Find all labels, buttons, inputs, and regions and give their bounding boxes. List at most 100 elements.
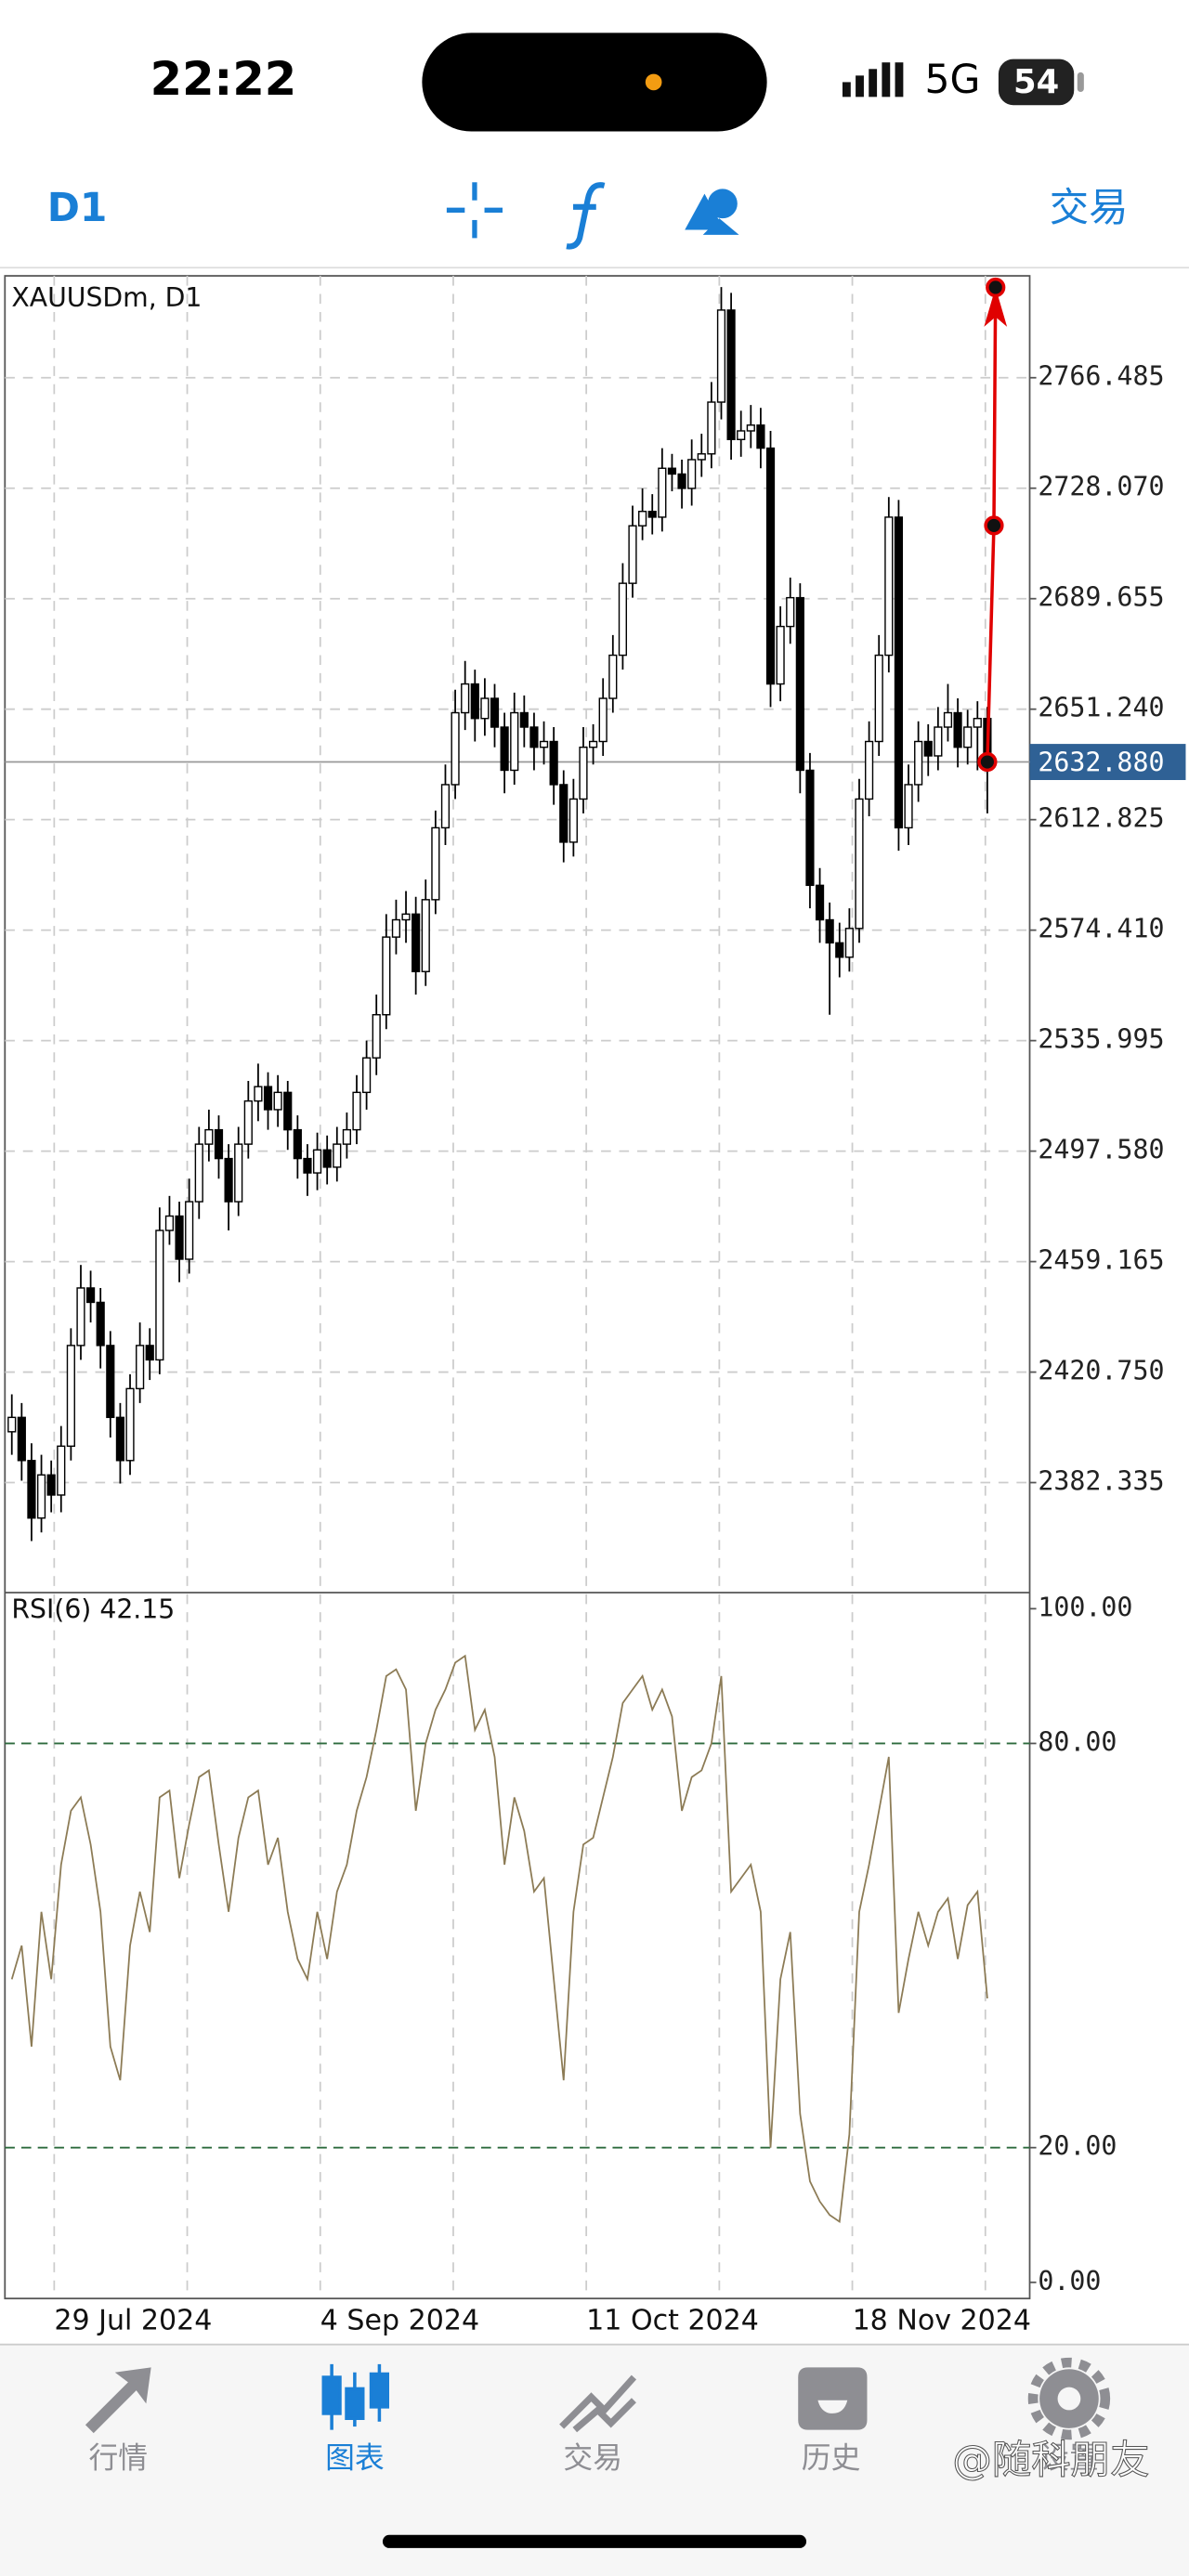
objects-button[interactable]: [685, 189, 739, 235]
candle-body: [46, 1474, 56, 1496]
candle-body: [519, 711, 529, 728]
y-tick-label: 2535.995: [1038, 1024, 1164, 1055]
dynamic-island: [422, 33, 767, 132]
candle-body: [412, 913, 421, 972]
candle-body: [539, 740, 549, 748]
y-tick-label: 2612.825: [1038, 803, 1164, 834]
candle-body: [776, 625, 785, 685]
candle-body: [934, 726, 943, 757]
tab-label[interactable]: 行情: [88, 2439, 148, 2475]
candle-body: [96, 1301, 105, 1347]
candle-body: [608, 654, 618, 699]
candle-body: [372, 1014, 381, 1059]
y-tick-label: 2420.750: [1038, 1356, 1164, 1386]
rsi-tick-label: 20.00: [1038, 2131, 1117, 2162]
y-tick-label: 2651.240: [1038, 693, 1164, 723]
signal-icon: [842, 62, 904, 98]
candle-body: [106, 1345, 115, 1419]
candle-body: [786, 596, 795, 628]
candle-body: [194, 1143, 203, 1203]
candle-body: [894, 516, 904, 829]
quotes-icon[interactable]: [85, 2367, 151, 2434]
candle-body: [451, 711, 460, 786]
arrow-point: [984, 515, 1004, 536]
clock: 22:22: [150, 52, 297, 106]
candle-body: [855, 798, 864, 930]
candle-body: [214, 1128, 224, 1160]
candle-body: [904, 784, 913, 829]
crosshair-button[interactable]: [446, 182, 503, 239]
candle-body: [914, 740, 923, 786]
candle-body: [333, 1143, 342, 1168]
network: 5G: [924, 58, 980, 103]
candle-body: [490, 697, 500, 728]
candle-body: [440, 784, 451, 829]
x-tick-label: 18 Nov 2024: [853, 2304, 1031, 2336]
candle-body: [204, 1128, 214, 1145]
candle-body: [697, 453, 706, 461]
candle-body: [115, 1416, 125, 1462]
candle-body: [746, 424, 755, 432]
candle-body: [85, 1287, 96, 1304]
candle-body: [815, 884, 825, 921]
candle-body: [844, 928, 854, 958]
arrow-head: [984, 287, 1008, 327]
settings-icon[interactable]: [1027, 2357, 1111, 2440]
trade-button[interactable]: 交易: [1050, 186, 1129, 231]
candle-body: [155, 1229, 164, 1361]
candle-body: [549, 740, 558, 786]
rsi-tick-label: 0.00: [1038, 2266, 1101, 2296]
tab-label[interactable]: 交易: [563, 2439, 622, 2475]
tab-label[interactable]: 设置: [1039, 2439, 1099, 2475]
candle-body: [431, 826, 440, 901]
last-price-box: [1029, 744, 1186, 780]
candle-body: [707, 401, 716, 455]
y-tick-label: 2728.070: [1038, 472, 1164, 502]
candle-body: [765, 447, 776, 685]
y-tick-label: 2766.485: [1038, 361, 1164, 392]
candle-body: [322, 1149, 332, 1168]
y-tick-label: 2459.165: [1038, 1245, 1164, 1276]
candle-body: [401, 913, 411, 921]
candle-body: [726, 309, 736, 440]
candle-body: [677, 473, 686, 489]
y-tick-label: 2497.580: [1038, 1135, 1164, 1165]
candle-body: [480, 697, 490, 720]
candle-body: [243, 1099, 253, 1145]
candle-body: [263, 1086, 273, 1111]
candle-body: [470, 683, 479, 720]
tab-label[interactable]: 图表: [325, 2439, 385, 2475]
chart-frame: [4, 275, 1031, 2300]
candle-body: [667, 467, 677, 475]
chart-icon[interactable]: [321, 2363, 390, 2430]
x-tick-label: 29 Jul 2024: [54, 2304, 212, 2336]
history-icon[interactable]: [798, 2367, 868, 2430]
tab-label[interactable]: 历史: [802, 2439, 861, 2475]
candle-body: [825, 918, 834, 944]
candle-body: [795, 596, 804, 772]
candle-body: [737, 430, 746, 440]
rsi-line: [10, 1654, 988, 2224]
candle-body: [628, 525, 637, 584]
timeframe-button[interactable]: D1: [47, 186, 108, 231]
battery-tip: [1077, 72, 1084, 93]
rsi-tick-label: 100.00: [1038, 1592, 1132, 1622]
candle-body: [224, 1157, 233, 1203]
home-indicator: [382, 2534, 807, 2548]
candle-body: [579, 746, 588, 800]
y-tick-label: 2382.335: [1038, 1466, 1164, 1497]
last-price-label: 2632.880: [1038, 747, 1164, 777]
candle-body: [500, 726, 509, 772]
tab-labels: 行情 图表 交易 历史 设置: [88, 2439, 1098, 2475]
candle-body: [273, 1091, 282, 1111]
candle-body: [312, 1149, 322, 1174]
indicator-button[interactable]: [566, 182, 606, 250]
candle-body: [125, 1387, 135, 1462]
candle-body: [835, 942, 844, 958]
trade-icon[interactable]: [559, 2374, 637, 2433]
candle-body: [27, 1460, 36, 1519]
candle-body: [687, 459, 697, 489]
